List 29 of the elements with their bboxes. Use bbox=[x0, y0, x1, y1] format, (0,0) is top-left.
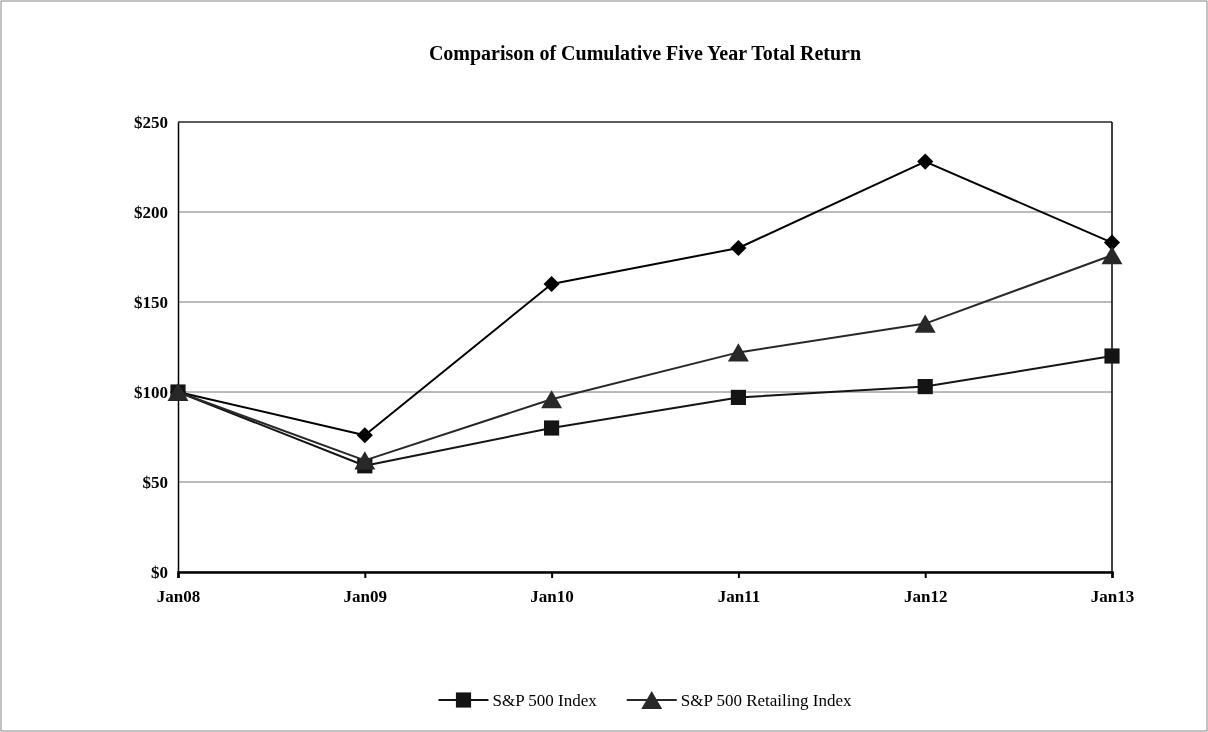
y-tick-label: $200 bbox=[134, 202, 168, 222]
point bbox=[917, 379, 933, 395]
chart-title: Comparison of Cumulative Five Year Total Return bbox=[428, 42, 862, 65]
y-tick-label: $50 bbox=[142, 472, 168, 492]
x-tick-label: Jan11 bbox=[717, 587, 761, 607]
point bbox=[544, 420, 560, 436]
x-tick-label: Jan09 bbox=[343, 587, 388, 607]
y-tick-label: $100 bbox=[134, 382, 168, 402]
x-tick-label: Jan08 bbox=[156, 587, 201, 607]
point bbox=[730, 239, 747, 257]
x-tick-label: Jan12 bbox=[903, 587, 948, 607]
point bbox=[354, 451, 376, 470]
point bbox=[730, 389, 746, 405]
legend-label: S&P 500 Retailing Index bbox=[680, 691, 852, 710]
point bbox=[1104, 348, 1120, 364]
legend-label: S&P 500 Index bbox=[492, 691, 598, 710]
point bbox=[1101, 246, 1123, 265]
point bbox=[727, 343, 749, 362]
point bbox=[543, 275, 560, 293]
point bbox=[541, 390, 563, 409]
point bbox=[917, 153, 934, 170]
x-tick-label: Jan10 bbox=[530, 587, 574, 607]
y-tick-label: $250 bbox=[134, 112, 168, 132]
y-tick-label: $0 bbox=[151, 562, 168, 582]
point bbox=[914, 314, 936, 333]
point bbox=[1103, 234, 1121, 251]
x-tick-label: Jan13 bbox=[1090, 587, 1135, 607]
y-tick-label: $150 bbox=[134, 292, 168, 312]
point bbox=[356, 427, 373, 444]
